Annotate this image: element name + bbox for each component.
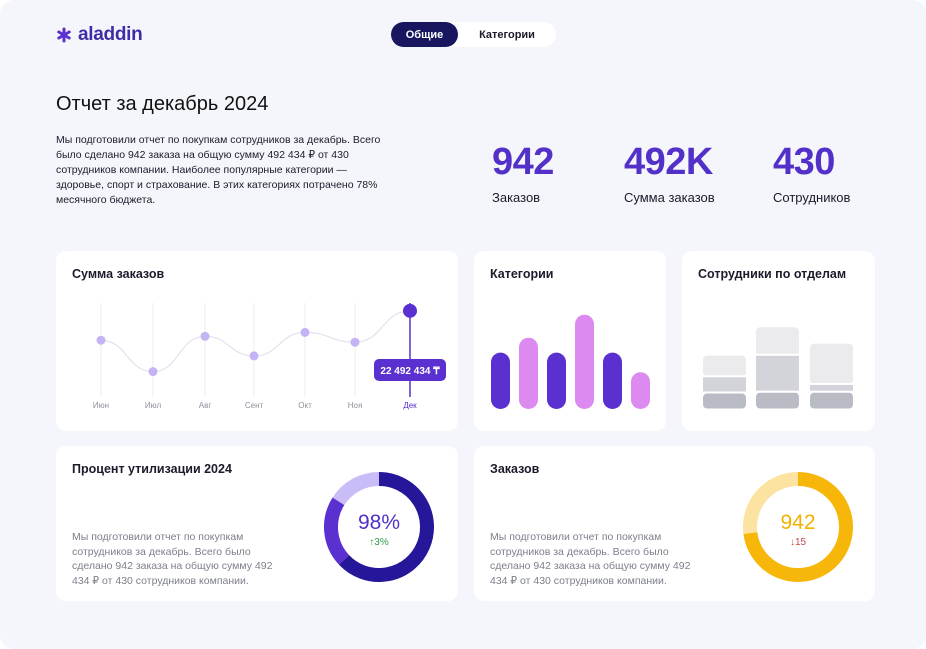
kpi-label: Заказов [492,190,541,205]
x-tick-label: Сент [245,401,264,410]
department-segment[interactable] [756,355,799,393]
orders-sum-line-chart: Июн Июл Авг Сент Окт Ноя Дек 22 492 434 ₸ [93,303,446,410]
card-description: Мы подготовили отчет по покупкам сотрудн… [490,531,691,587]
data-point[interactable] [200,331,210,341]
segment-gap [756,390,799,393]
department-segment[interactable] [810,392,853,409]
view-tabs: Общие Категории [391,22,556,47]
data-point[interactable] [249,351,259,361]
departments-card[interactable]: Сотрудники по отделам [682,251,875,431]
data-point[interactable] [96,335,106,345]
kpi-employees: 430 Сотрудников [773,140,850,205]
category-bar[interactable] [603,352,622,409]
donut-delta: ↑3% [369,537,389,548]
segment-gap [703,391,746,394]
kpi-label: Сотрудников [773,190,851,205]
card-title: Заказов [490,462,540,476]
donut-value: 98% [358,511,400,534]
card-title: Категории [490,267,554,281]
data-point[interactable] [148,367,158,377]
category-bar[interactable] [631,372,650,409]
series-line [100,310,411,373]
kpi-orders: 942 Заказов [492,140,554,205]
kpi-value: 430 [773,141,835,183]
donut-slice[interactable] [324,497,350,565]
orders-card[interactable]: Заказов Мы подготовили отчет по покупкам… [474,446,875,601]
x-tick-label: Дек [403,401,417,410]
donut-value: 942 [780,511,815,534]
kpi-orders-sum: 492K Сумма заказов [624,140,715,205]
asterisk-logo-icon [57,27,71,43]
data-point[interactable] [350,337,360,347]
department-segment[interactable] [756,327,799,356]
department-segment[interactable] [756,392,799,409]
tab-general[interactable]: Общие [391,22,458,47]
department-segment[interactable] [703,393,746,409]
card-title: Сумма заказов [72,267,165,281]
category-bar[interactable] [575,314,594,409]
department-segment[interactable] [810,343,853,385]
donut-slice[interactable] [743,472,853,582]
kpi-label: Сумма заказов [624,190,715,205]
tooltip-label: 22 492 434 ₸ [380,366,440,377]
kpi-value: 492K [624,141,713,183]
donut-slice[interactable] [332,472,380,506]
page-title: Отчет за декабрь 2024 [56,93,269,115]
x-tick-label: Июн [93,401,109,410]
category-bar[interactable] [519,337,538,409]
categories-card[interactable]: Категории [474,251,666,431]
x-tick-label: Ноя [348,401,363,410]
value-tooltip [374,359,446,381]
card-title: Процент утилизации 2024 [72,462,232,476]
segment-gap [810,390,853,393]
segment-gap [703,375,746,378]
brand-logo[interactable]: aladdin [56,24,143,46]
data-point[interactable] [300,327,310,337]
segment-gap [810,382,853,385]
donut-slice[interactable] [743,472,799,534]
x-tick-label: Июл [145,401,162,410]
segment-gap [756,353,799,356]
data-point-highlighted[interactable] [403,303,417,318]
category-bar[interactable] [491,352,510,409]
report-intro: Мы подготовили отчет по покупкам сотрудн… [56,134,381,206]
x-tick-label: Авг [199,401,212,410]
department-segment[interactable] [703,355,746,377]
kpi-value: 942 [492,141,554,183]
brand-name: aladdin [78,24,143,45]
donut-delta: ↓15 [790,537,807,548]
tab-categories[interactable]: Категории [479,28,535,41]
card-title: Сотрудники по отделам [698,267,847,281]
department-segment[interactable] [703,377,746,394]
utilization-card[interactable]: Процент утилизации 2024 Мы подготовили о… [56,446,458,601]
orders-donut-chart: 942↓15 [743,472,853,582]
category-bar[interactable] [547,352,566,409]
departments-stacked-chart [703,327,853,409]
orders-sum-card[interactable]: Сумма заказов Июн Июл Авг Сент Окт Ноя Дек 22 4… [56,251,458,431]
donut-slice[interactable] [338,472,434,582]
utilization-donut-chart: 98%↑3% [324,472,434,582]
card-description: Мы подготовили отчет по покупкам сотрудн… [72,531,273,587]
x-tick-label: Окт [298,401,312,410]
categories-bar-chart [491,314,650,409]
department-segment[interactable] [810,384,853,393]
